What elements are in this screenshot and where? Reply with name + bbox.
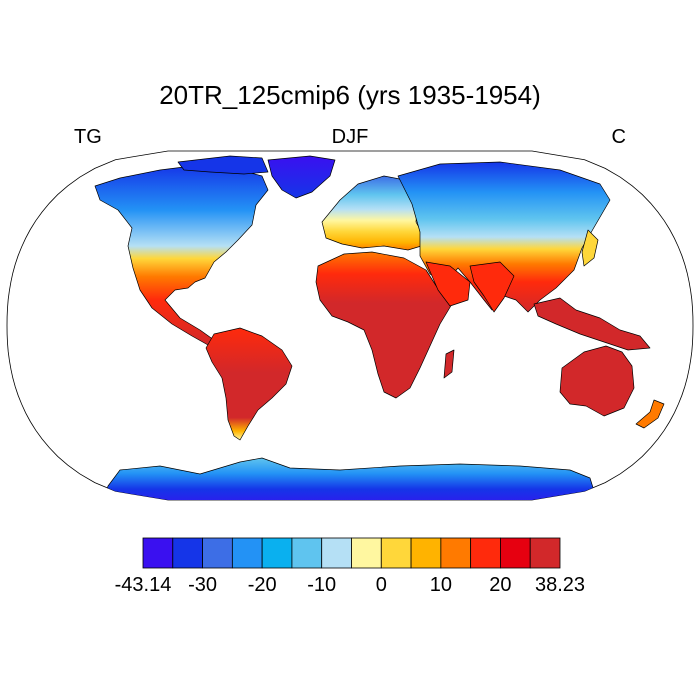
japan [581, 229, 599, 267]
new-zealand [635, 399, 665, 429]
units-label: C [611, 126, 626, 148]
colorbar-swatch [261, 537, 293, 569]
colorbar-swatch [231, 537, 263, 569]
maritime-southeast-asia [533, 297, 651, 351]
colorbar-swatch [142, 537, 174, 569]
colorbar-tick-label: 0 [375, 574, 387, 596]
south-america [205, 327, 293, 441]
colorbar-swatch [321, 537, 352, 569]
greenland [267, 155, 336, 199]
india [469, 261, 515, 313]
variable-label: TG [74, 126, 102, 148]
season-label: DJF [331, 126, 369, 148]
antarctica [99, 457, 601, 500]
colorbar-swatch [500, 537, 531, 569]
colorbar-swatch [202, 537, 233, 569]
colorbar-tick-label: -43.14 [114, 574, 172, 596]
madagascar [443, 349, 455, 379]
colorbar-swatch [529, 537, 561, 569]
colorbar-tick-label: -30 [188, 574, 218, 596]
arctic-islands [177, 155, 269, 175]
north-america [94, 164, 269, 346]
colorbar-swatch [172, 537, 203, 569]
map-title: 20TR_125cmip6 (yrs 1935-1954) [159, 80, 541, 110]
arabian-peninsula [425, 261, 471, 307]
colorbar-tick-label: 10 [429, 574, 452, 596]
colorbar-tick-label: -10 [307, 574, 337, 596]
colorbar-swatch [470, 537, 501, 569]
colorbar-swatch [410, 537, 442, 569]
colorbar-swatch [291, 537, 323, 569]
africa [315, 251, 453, 399]
colorbar-tick-label: 38.23 [534, 574, 586, 596]
colorbar-swatch [440, 537, 472, 569]
colorbar-tick-label: -20 [247, 574, 277, 596]
australia [559, 345, 635, 417]
colorbar-swatch [380, 537, 412, 569]
colorbar [142, 537, 561, 569]
colorbar-tick-label: 20 [489, 574, 512, 596]
colorbar-swatch [351, 537, 382, 569]
